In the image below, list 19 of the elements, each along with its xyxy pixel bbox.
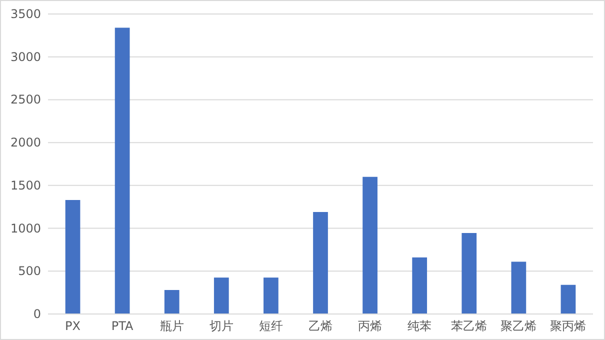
y-tick-label: 3500 <box>10 7 41 21</box>
y-tick-label: 1000 <box>10 221 41 236</box>
x-tick-label: 乙烯 <box>308 319 332 333</box>
x-tick-label: 聚乙烯 <box>500 319 537 333</box>
x-tick-label: PX <box>65 319 81 333</box>
x-tick-label: 切片 <box>209 319 234 333</box>
x-tick-label: PTA <box>111 319 134 333</box>
x-tick-label: 纯苯 <box>408 319 432 333</box>
y-tick-label: 2500 <box>10 92 41 107</box>
y-tick-label: 500 <box>18 264 41 278</box>
y-tick-label: 1500 <box>10 178 41 192</box>
x-tick-label: 聚丙烯 <box>550 319 586 333</box>
x-tick-label: 苯乙烯 <box>451 319 488 333</box>
y-tick-label: 3000 <box>10 50 41 64</box>
y-tick-label: 2000 <box>10 136 41 150</box>
x-tick-label: 瓶片 <box>160 319 184 333</box>
x-tick-label: 短纤 <box>258 319 283 333</box>
x-tick-label: 丙烯 <box>358 319 382 333</box>
y-tick-label: 0 <box>33 307 41 321</box>
